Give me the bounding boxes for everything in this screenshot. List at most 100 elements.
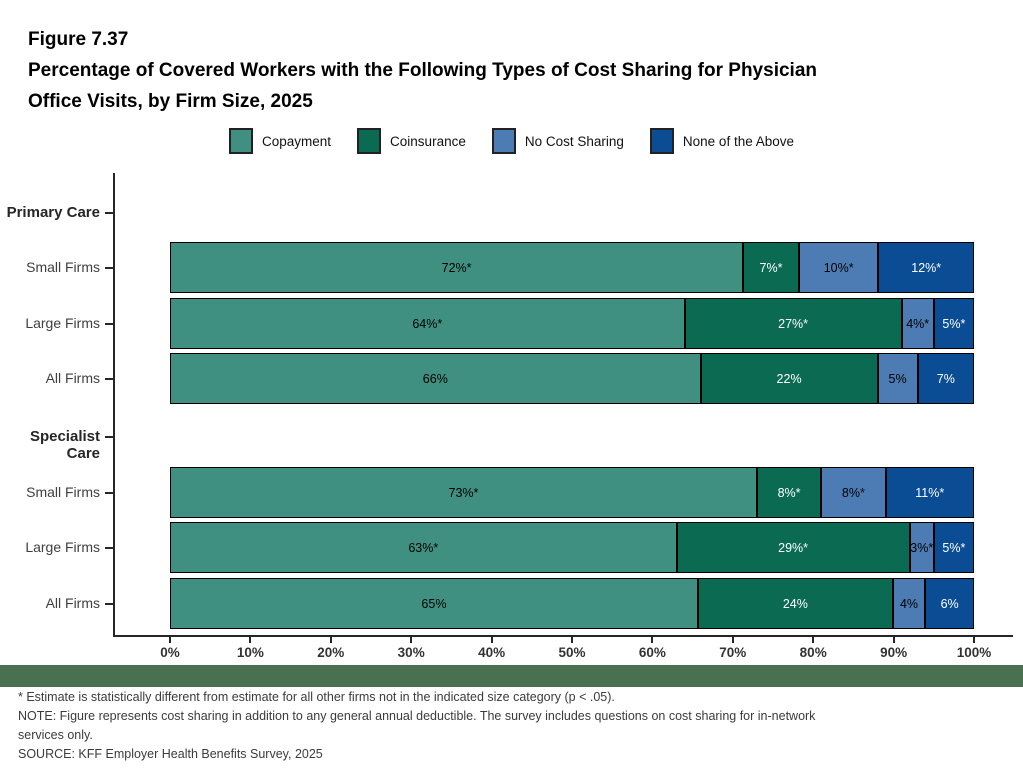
legend-label: Coinsurance	[390, 133, 466, 149]
bar-value-label: 6%	[940, 596, 959, 611]
bar-segment-no-cost-sharing: 4%	[892, 578, 926, 629]
x-axis-tick-label: 70%	[719, 645, 747, 660]
footnote-note-line1: NOTE: Figure represents cost sharing in …	[18, 709, 816, 723]
legend-label: None of the Above	[682, 133, 794, 149]
y-axis-tick	[105, 212, 113, 214]
bar-segment-copayment: 66%	[170, 353, 701, 404]
x-axis-tick-label: 90%	[880, 645, 908, 660]
bar-value-label: 64%*	[412, 316, 443, 331]
y-axis-line	[113, 173, 115, 636]
figure-title-line1: Percentage of Covered Workers with the F…	[28, 60, 817, 81]
legend-swatch-icon	[229, 128, 253, 154]
x-axis-tick	[651, 637, 654, 643]
axis-row-label: Large Firms	[25, 538, 100, 555]
bar-segment-no-cost-sharing: 3%*	[909, 522, 934, 573]
bar-segment-copayment: 73%*	[170, 467, 757, 518]
x-axis-tick-label: 30%	[397, 645, 425, 660]
title-block: Figure 7.37 Percentage of Covered Worker…	[28, 24, 817, 117]
footnotes: * Estimate is statistically different fr…	[18, 688, 1008, 764]
legend-item-no-cost-sharing: No Cost Sharing	[491, 128, 624, 154]
bar-value-label: 5%	[888, 371, 907, 386]
bar-value-label: 8%*	[777, 485, 801, 500]
bar-segment-none-of-the-above: 5%*	[933, 522, 974, 573]
bar-value-label: 66%	[422, 371, 448, 386]
bar-segment-coinsurance: 22%	[700, 353, 878, 404]
axis-row-label: Small Firms	[26, 258, 100, 275]
bar-value-label: 73%*	[448, 485, 479, 500]
bar-value-label: 63%*	[408, 540, 439, 555]
legend-swatch-icon	[649, 128, 674, 154]
bar-segment-coinsurance: 8%*	[756, 467, 822, 518]
x-axis-tick	[169, 637, 171, 643]
legend-swatch-icon	[491, 128, 516, 154]
y-axis-tick	[105, 546, 113, 549]
bar-value-label: 27%*	[778, 316, 809, 331]
x-axis-tick	[410, 637, 413, 643]
x-axis-tick	[329, 637, 332, 643]
x-axis-tick-label: 0%	[160, 645, 180, 660]
x-axis-tick-label: 50%	[558, 645, 586, 660]
legend-item-none-of-the-above: None of the Above	[649, 128, 794, 154]
x-axis-tick-label: 20%	[317, 645, 345, 660]
x-axis-line	[113, 635, 1013, 637]
x-axis-tick	[249, 637, 252, 643]
stacked-bar-primary-care-all-firms: 66% 22% 5% 7%	[170, 353, 974, 404]
bar-value-label: 7%	[936, 371, 955, 386]
accent-strip	[0, 665, 1023, 687]
footnote-note-line2: services only.	[18, 728, 93, 742]
legend-item-copayment: Copayment	[229, 128, 331, 154]
chart-legend: Copayment Coinsurance No Cost Sharing None …	[0, 128, 1023, 154]
x-axis-tick	[731, 637, 734, 643]
bar-value-label: 24%	[782, 596, 808, 611]
bar-segment-none-of-the-above: 6%	[925, 578, 974, 629]
axis-group-label: Primary Care	[6, 204, 100, 221]
x-axis-tick-label: 60%	[638, 645, 666, 660]
bar-value-label: 4%	[899, 596, 919, 611]
bar-value-label: 5%*	[942, 540, 966, 555]
y-axis-tick	[105, 377, 113, 380]
bar-segment-no-cost-sharing: 10%*	[798, 242, 879, 293]
bar-value-label: 11%*	[915, 485, 945, 500]
bar-value-label: 4%*	[906, 316, 930, 331]
x-axis-tick-label: 80%	[799, 645, 827, 660]
legend-label: Copayment	[262, 133, 332, 149]
y-axis-tick	[105, 436, 113, 438]
bar-value-label: 5%*	[942, 316, 966, 331]
y-axis-tick	[105, 266, 113, 269]
x-axis-tick	[812, 637, 815, 643]
bar-value-label: 22%	[776, 371, 802, 386]
y-axis-tick	[105, 322, 113, 325]
bar-value-label: 72%*	[441, 260, 472, 275]
axis-row-label: All Firms	[45, 594, 100, 611]
footnote-source: SOURCE: KFF Employer Health Benefits Sur…	[18, 747, 323, 761]
bar-segment-coinsurance: 24%	[697, 578, 893, 629]
bar-segment-none-of-the-above: 12%*	[878, 242, 974, 293]
legend-item-coinsurance: Coinsurance	[357, 128, 466, 154]
bar-segment-copayment: 72%*	[170, 242, 744, 293]
axis-row-label: Large Firms	[25, 314, 100, 331]
legend-swatch-icon	[357, 128, 382, 154]
x-axis-tick	[973, 637, 975, 643]
axis-group-label: Specialist Care	[29, 428, 100, 462]
bar-segment-none-of-the-above: 5%*	[933, 298, 974, 349]
bar-segment-coinsurance: 29%*	[676, 522, 910, 573]
bar-segment-no-cost-sharing: 5%	[877, 353, 918, 404]
axis-row-label: Small Firms	[26, 483, 100, 500]
x-axis-tick	[571, 637, 573, 643]
stacked-bar-specialist-care-all-firms: 65% 24% 4% 6%	[170, 578, 974, 629]
axis-row-label: All Firms	[45, 369, 100, 386]
bar-value-label: 29%*	[778, 540, 809, 555]
x-axis-tick	[490, 637, 493, 643]
stacked-bar-primary-care-small-firms: 72%* 7%* 10%* 12%*	[170, 242, 974, 293]
bar-segment-copayment: 63%*	[170, 522, 677, 573]
bar-value-label: 65%	[421, 596, 447, 611]
x-axis-tick-label: 40%	[478, 645, 506, 660]
bar-value-label: 12%*	[911, 260, 942, 275]
x-axis-tick	[892, 637, 895, 643]
stacked-bar-specialist-care-small-firms: 73%* 8%* 8%* 11%*	[170, 467, 974, 518]
bar-segment-coinsurance: 7%*	[743, 242, 799, 293]
stacked-bar-primary-care-large-firms: 64%* 27%* 4%* 5%*	[170, 298, 974, 349]
stacked-bar-specialist-care-large-firms: 63%* 29%* 3%* 5%*	[170, 522, 974, 573]
bar-value-label: 8%*	[841, 485, 865, 500]
